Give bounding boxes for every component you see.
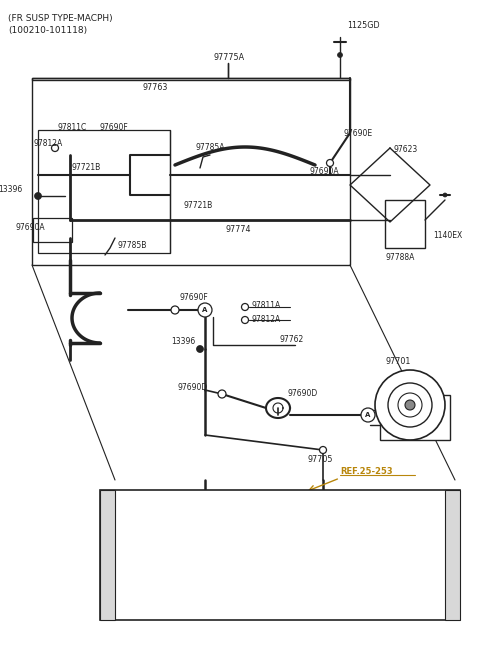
Text: 97690F: 97690F — [180, 294, 209, 303]
Text: 13396: 13396 — [0, 186, 22, 195]
Text: 97812A: 97812A — [252, 316, 281, 324]
Text: 97690E: 97690E — [343, 128, 372, 137]
Text: 97811C: 97811C — [57, 124, 86, 133]
Circle shape — [196, 346, 204, 352]
Text: (100210-101118): (100210-101118) — [8, 25, 87, 35]
Text: 97701: 97701 — [385, 357, 410, 367]
Bar — [100, 490, 115, 620]
Text: 97762: 97762 — [280, 335, 304, 344]
Text: 97788A: 97788A — [385, 253, 414, 262]
Text: 97690A: 97690A — [15, 223, 45, 232]
Circle shape — [361, 408, 375, 422]
Circle shape — [398, 393, 422, 417]
Circle shape — [443, 193, 447, 197]
Text: (FR SUSP TYPE-MACPH): (FR SUSP TYPE-MACPH) — [8, 14, 113, 23]
Circle shape — [35, 193, 41, 199]
Text: REF.25-253: REF.25-253 — [340, 467, 393, 477]
Text: 97775A: 97775A — [213, 53, 244, 61]
Text: 97690F: 97690F — [100, 124, 129, 133]
Circle shape — [320, 447, 326, 454]
Bar — [38, 130, 170, 253]
Circle shape — [326, 159, 334, 167]
Bar — [385, 200, 425, 248]
Circle shape — [171, 306, 179, 314]
Bar — [32, 78, 350, 80]
Text: 1140EX: 1140EX — [433, 230, 462, 240]
Circle shape — [241, 303, 249, 311]
Text: 97721B: 97721B — [72, 163, 101, 171]
Circle shape — [388, 383, 432, 427]
Bar — [33, 218, 72, 242]
Text: 97690D: 97690D — [178, 383, 208, 393]
Text: 13396: 13396 — [171, 337, 195, 346]
Text: 97811A: 97811A — [252, 301, 281, 311]
Text: 97812A: 97812A — [33, 139, 62, 148]
Bar — [32, 78, 350, 265]
Text: 97623: 97623 — [393, 146, 417, 154]
Text: 97690A: 97690A — [310, 167, 340, 176]
Text: 97785A: 97785A — [195, 143, 225, 152]
Circle shape — [218, 390, 226, 398]
Bar — [445, 490, 460, 620]
Circle shape — [198, 303, 212, 317]
Text: 97690D: 97690D — [288, 389, 318, 398]
Circle shape — [337, 53, 343, 57]
Text: 97785B: 97785B — [118, 240, 147, 249]
Bar — [380, 395, 450, 440]
Text: 97763: 97763 — [142, 83, 168, 92]
Text: A: A — [365, 412, 371, 418]
Text: A: A — [202, 307, 208, 313]
Circle shape — [375, 370, 445, 440]
Text: 97721B: 97721B — [183, 201, 212, 210]
Text: 97774: 97774 — [225, 225, 251, 234]
Bar — [100, 490, 460, 620]
Text: 97705: 97705 — [307, 454, 333, 464]
Circle shape — [405, 400, 415, 410]
Circle shape — [51, 145, 59, 152]
Circle shape — [241, 316, 249, 324]
Text: 1125GD: 1125GD — [347, 20, 380, 29]
